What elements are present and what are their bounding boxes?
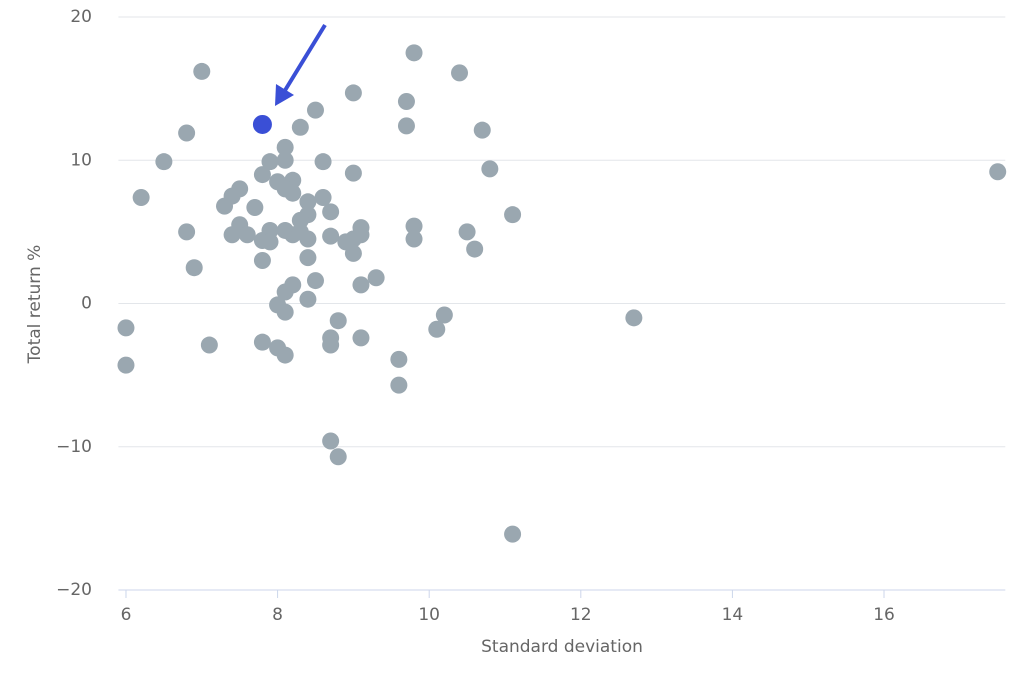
scatter-point [466, 240, 484, 258]
scatter-point [322, 336, 340, 354]
scatter-point [178, 124, 196, 142]
scatter-point [458, 223, 476, 241]
scatter-point [276, 151, 294, 169]
scatter-point [291, 118, 309, 136]
scatter-point [306, 272, 324, 290]
y-axis-title: Total return % [25, 245, 45, 365]
x-tick-label: 10 [418, 605, 440, 625]
scatter-point [314, 188, 332, 206]
scatter-point [185, 259, 203, 277]
x-tick-label: 16 [873, 605, 895, 625]
annotation-arrow [275, 23, 327, 106]
scatter-point [329, 448, 347, 466]
scatter-point [200, 336, 218, 354]
scatter-point [473, 121, 491, 139]
scatter-point [390, 350, 408, 368]
scatter-point [322, 227, 340, 245]
y-tick-label: −20 [56, 580, 92, 600]
x-tick-label: 12 [570, 605, 592, 625]
scatter-point [261, 153, 279, 171]
scatter-point [322, 203, 340, 221]
scatter-point [299, 290, 317, 308]
scatter-point [246, 199, 264, 217]
x-tick-label: 8 [272, 605, 283, 625]
scatter-point [481, 160, 499, 178]
scatter-point [193, 62, 211, 80]
scatter-point [276, 303, 294, 321]
scatter-point [252, 114, 272, 134]
scatter-point [352, 329, 370, 347]
scatter-point [261, 233, 279, 251]
scatter-point [253, 166, 271, 184]
scatter-point [155, 153, 173, 171]
scatter-point [435, 306, 453, 324]
scatter-point [344, 84, 362, 102]
scatter-point [132, 188, 150, 206]
scatter-point [306, 101, 324, 119]
scatter-point [504, 206, 522, 224]
scatter-point [238, 226, 256, 244]
scatter-point [390, 376, 408, 394]
scatter-point [253, 252, 271, 270]
scatter-point [299, 249, 317, 267]
y-tick-label: −10 [56, 437, 92, 457]
x-tick-label: 14 [722, 605, 744, 625]
scatter-point [397, 93, 415, 111]
scatter-point [284, 184, 302, 202]
scatter-point [625, 309, 643, 327]
scatter-point [504, 525, 522, 543]
scatter-point [405, 44, 423, 62]
x-axis-title: Standard deviation [481, 637, 643, 657]
scatter-point [329, 312, 347, 330]
scatter-point [178, 223, 196, 241]
scatter-point [322, 432, 340, 450]
scatter-point [344, 244, 362, 262]
scatter-point [299, 230, 317, 248]
scatter-point [276, 346, 294, 364]
scatter-point [223, 226, 241, 244]
scatter-point [117, 356, 135, 374]
scatter-point [352, 276, 370, 294]
scatter-point [451, 64, 469, 82]
scatter-point [405, 230, 423, 248]
plot-area [117, 44, 1007, 543]
y-tick-label: 20 [70, 7, 92, 27]
scatter-point [428, 320, 446, 338]
y-tick-label: 10 [70, 150, 92, 170]
x-tick-label: 6 [121, 605, 132, 625]
scatter-point [276, 138, 294, 156]
scatter-point [216, 197, 234, 215]
scatter-point [397, 117, 415, 135]
scatter-point [344, 164, 362, 182]
scatter-point [276, 283, 294, 301]
scatter-point [314, 153, 332, 171]
scatter-point [367, 269, 385, 287]
scatter-point [405, 217, 423, 235]
scatter-point [299, 193, 317, 211]
scatter-point [989, 163, 1007, 181]
scatter-point [117, 319, 135, 337]
scatter-point [253, 333, 271, 351]
y-tick-label: 0 [81, 294, 92, 314]
